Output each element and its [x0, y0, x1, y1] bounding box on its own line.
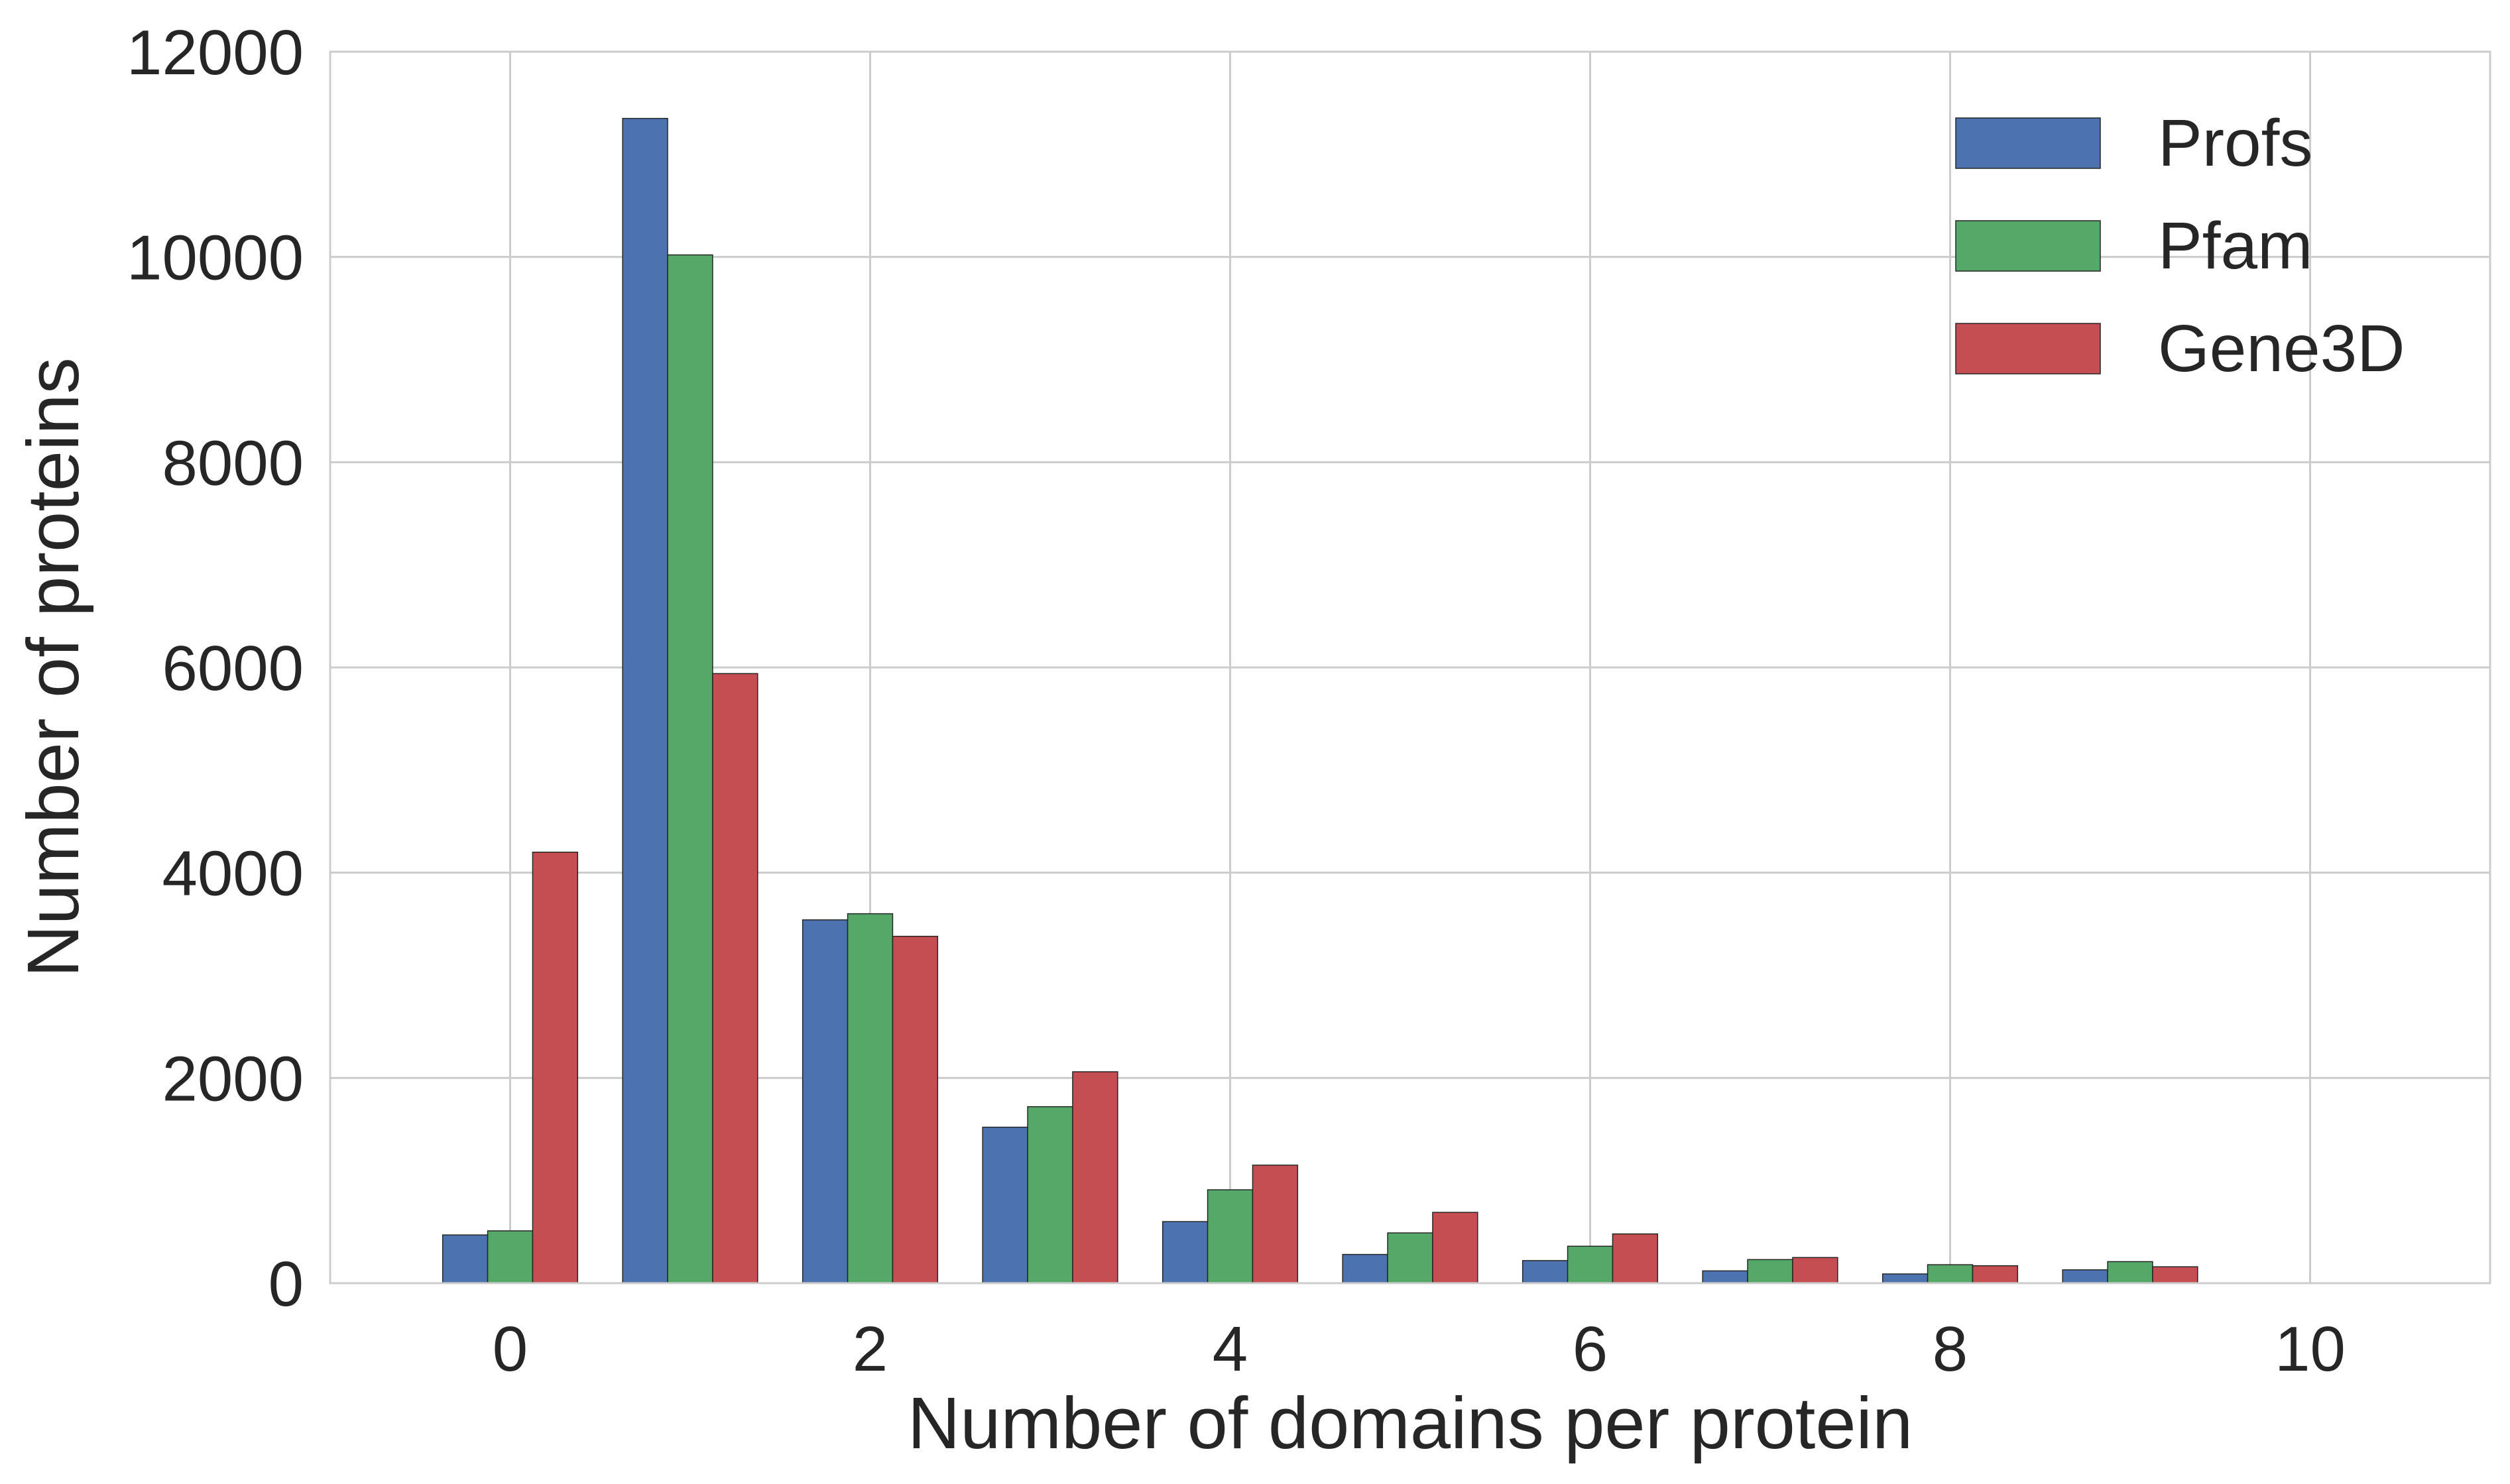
- legend-label-pfam: Pfam: [2158, 209, 2312, 283]
- legend-swatch-profs: [1955, 117, 2101, 169]
- y-tick-label: 10000: [127, 223, 304, 294]
- x-tick-label: 10: [2275, 1314, 2346, 1385]
- bar-gene3d-3: [1072, 1071, 1118, 1284]
- bar-profs-5: [1342, 1253, 1388, 1284]
- x-tick-label: 0: [493, 1314, 528, 1385]
- bar-gene3d-6: [1612, 1233, 1659, 1284]
- bar-pfam-8: [1927, 1264, 1974, 1284]
- bar-profs-6: [1522, 1260, 1569, 1284]
- legend: Profs Pfam Gene3D: [1955, 106, 2405, 386]
- plot-frame: [329, 50, 2491, 1284]
- bar-gene3d-9: [2152, 1266, 2198, 1284]
- bar-gene3d-5: [1432, 1212, 1478, 1284]
- y-axis-label: Number of proteins: [13, 357, 94, 977]
- bar-pfam-5: [1387, 1232, 1433, 1284]
- bar-profs-2: [802, 919, 849, 1284]
- legend-swatch-pfam: [1955, 220, 2101, 272]
- x-axis-label: Number of domains per protein: [908, 1383, 1913, 1464]
- legend-swatch-gene3d: [1955, 323, 2101, 374]
- bar-profs-8: [1882, 1273, 1929, 1284]
- bar-pfam-3: [1027, 1106, 1073, 1284]
- bar-profs-9: [2062, 1269, 2108, 1284]
- bar-pfam-1: [667, 254, 713, 1284]
- bar-profs-4: [1162, 1221, 1209, 1284]
- bar-pfam-7: [1747, 1259, 1793, 1284]
- y-tick-label: 4000: [162, 838, 304, 909]
- bar-gene3d-2: [892, 935, 939, 1284]
- x-tick-label: 4: [1213, 1314, 1248, 1385]
- bar-pfam-0: [487, 1230, 534, 1284]
- bar-profs-7: [1702, 1270, 1748, 1284]
- bar-pfam-9: [2107, 1261, 2153, 1284]
- legend-label-profs: Profs: [2158, 106, 2312, 180]
- y-tick-label: 6000: [162, 633, 304, 704]
- bar-gene3d-7: [1792, 1257, 1838, 1284]
- bar-pfam-2: [847, 913, 894, 1284]
- bar-profs-0: [442, 1234, 489, 1284]
- bar-gene3d-4: [1252, 1165, 1299, 1284]
- bar-gene3d-1: [712, 673, 758, 1284]
- bars: [442, 117, 2198, 1284]
- y-tick-label: 8000: [162, 428, 304, 498]
- y-tick-label: 0: [269, 1249, 304, 1320]
- y-tick-label: 2000: [162, 1043, 304, 1114]
- bar-pfam-4: [1207, 1189, 1254, 1284]
- bar-pfam-6: [1567, 1245, 1614, 1284]
- bar-gene3d-0: [532, 851, 579, 1284]
- x-tick-label: 8: [1933, 1314, 1968, 1385]
- bar-profs-3: [982, 1126, 1028, 1284]
- bar-profs-1: [622, 117, 668, 1284]
- y-tick-label: 12000: [127, 17, 304, 88]
- tick-labels: 0 2 4 6 8 10 0 2000 4000 6000 8000 10000 12000: [127, 17, 2346, 1385]
- x-tick-label: 6: [1573, 1314, 1608, 1385]
- bar-gene3d-8: [1972, 1265, 2019, 1284]
- x-tick-label: 2: [853, 1314, 888, 1385]
- legend-label-gene3d: Gene3D: [2158, 312, 2405, 386]
